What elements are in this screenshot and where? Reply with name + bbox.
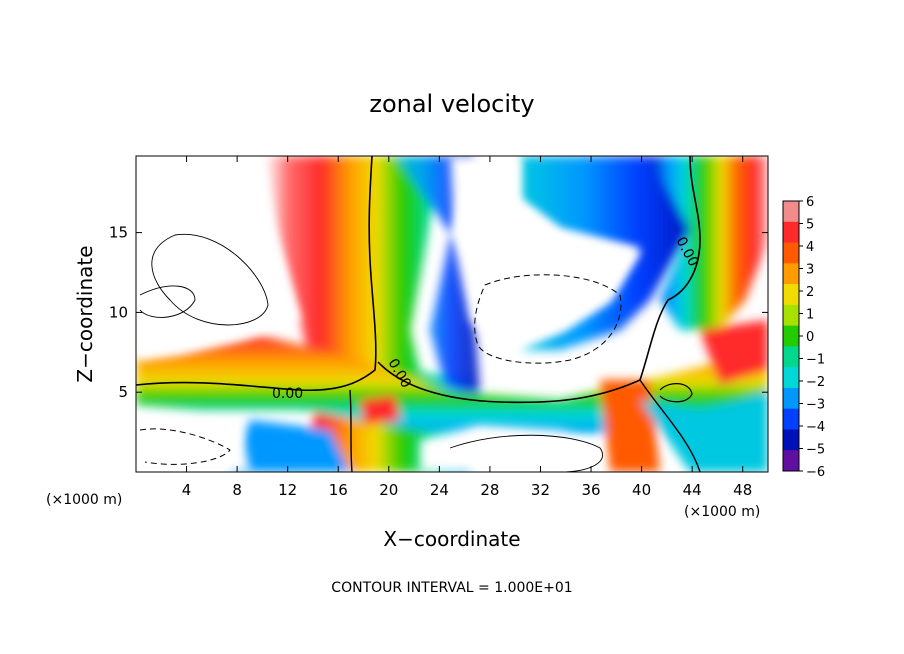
contour-dashed-center [474, 274, 622, 364]
contour-zero-lower [349, 389, 353, 472]
field-white-bottom-left [136, 420, 250, 472]
x-tick-label: 12 [278, 481, 297, 499]
colorbar-swatch [783, 450, 799, 472]
field-bottom-right [600, 380, 660, 472]
colorbar: 6 5 4 3 2 1 0 −1 −2 −3 −4 −5 −6 [782, 195, 825, 480]
contour-label-1: 0.00 [272, 386, 303, 402]
contour-lines [136, 156, 701, 472]
contour-interval-caption: CONTOUR INTERVAL = 1.000E+01 [331, 580, 572, 596]
contour-dashed-bottom-left [139, 428, 231, 465]
x-tick-label: 36 [581, 481, 600, 499]
field-jet-negative [520, 156, 700, 350]
field-band-right [650, 156, 768, 330]
x-tick-label: 48 [733, 481, 752, 499]
y-tick-label: 10 [109, 303, 128, 321]
colorbar-swatch [783, 263, 799, 285]
colorbar-tick-label: −6 [806, 465, 825, 480]
contour-ring-bottom [449, 434, 603, 472]
field-bottom-blue [230, 420, 350, 472]
colorbar-swatch [783, 221, 799, 244]
colorbar-tick-label: −1 [806, 353, 825, 368]
x-tick-label: 20 [379, 481, 398, 499]
contour-ring-right-small [659, 383, 693, 403]
x-tick-label: 24 [430, 481, 449, 499]
x-tick-label: 4 [182, 481, 192, 499]
colorbar-swatch [783, 284, 799, 306]
colorbar-tick-label: −4 [806, 420, 825, 435]
contour-ring-left [151, 233, 269, 326]
colorbar-tick-label: −5 [806, 443, 825, 458]
x-tick-label: 44 [683, 481, 702, 499]
y-tick-label: 5 [118, 383, 128, 401]
colorbar-swatch [783, 304, 799, 327]
colorbar-tick-label: −2 [806, 375, 825, 390]
colorbar-swatch [783, 242, 799, 264]
colorbar-tick-label: −3 [806, 398, 825, 413]
x-unit-right: (×1000 m) [684, 504, 760, 520]
y-tick-label: 15 [109, 224, 128, 242]
field-right-red-lobe [700, 320, 768, 385]
contour-zero-shear [377, 156, 701, 404]
contour-zero-right-lower [639, 379, 701, 472]
x-tick-label: 32 [531, 481, 550, 499]
colorbar-tick-label: 2 [806, 285, 814, 300]
colorbar-swatch [783, 325, 799, 347]
y-axis-label: Z−coordinate [73, 245, 97, 382]
colorbar-swatch [783, 387, 799, 410]
x-axis: 4 8 12 16 20 24 28 32 36 40 44 48 [182, 156, 752, 499]
x-tick-label: 8 [232, 481, 242, 499]
chart-title: zonal velocity [369, 90, 534, 118]
field-spot-red [360, 395, 400, 425]
colorbar-tick-label: 5 [806, 218, 814, 233]
x-tick-label: 40 [632, 481, 651, 499]
colorbar-tick-label: 4 [806, 240, 814, 255]
colorbar-tick-label: 6 [806, 195, 814, 210]
contour-ring-left-inner [139, 285, 196, 318]
colorbar-swatch [783, 367, 799, 389]
x-unit-left: (×1000 m) [46, 492, 122, 508]
y-axis: 5 10 15 [109, 224, 768, 401]
velocity-field [136, 156, 768, 472]
colorbar-swatch [783, 408, 799, 430]
colorbar-tick-label: 1 [806, 308, 814, 323]
field-band-blue [395, 156, 480, 395]
colorbar-swatch [783, 346, 799, 368]
x-tick-label: 16 [329, 481, 348, 499]
colorbar-swatch [783, 201, 799, 223]
colorbar-swatch [783, 429, 799, 451]
x-axis-label: X−coordinate [383, 527, 520, 551]
field-white-left [136, 156, 300, 360]
x-tick-label: 28 [480, 481, 499, 499]
contour-zero-main [136, 156, 377, 392]
field-white-center [450, 156, 640, 350]
colorbar-tick-label: 0 [806, 330, 814, 345]
field-bottom-right2 [640, 390, 768, 472]
plot-frame [135, 155, 769, 473]
colorbar-tick-label: 3 [806, 263, 814, 278]
